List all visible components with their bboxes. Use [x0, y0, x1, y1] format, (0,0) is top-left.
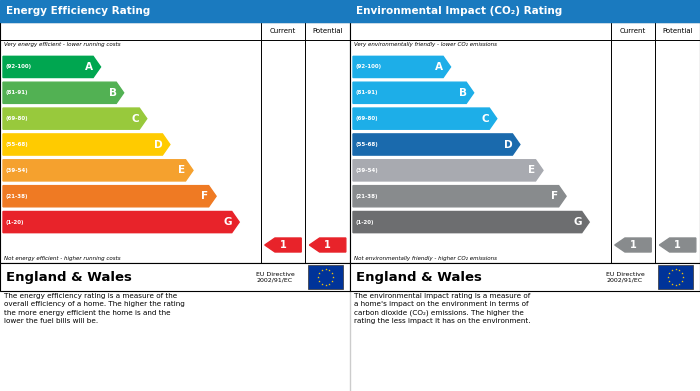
Polygon shape — [353, 82, 474, 103]
Text: C: C — [132, 114, 139, 124]
Bar — [350, 22, 700, 263]
Polygon shape — [353, 212, 589, 233]
Text: Current: Current — [620, 28, 646, 34]
Text: Environmental Impact (CO₂) Rating: Environmental Impact (CO₂) Rating — [356, 6, 562, 16]
Text: A: A — [435, 62, 443, 72]
Text: Not energy efficient - higher running costs: Not energy efficient - higher running co… — [4, 256, 120, 261]
Text: E: E — [178, 165, 186, 175]
Polygon shape — [353, 108, 497, 129]
Polygon shape — [3, 160, 193, 181]
Text: (92-100): (92-100) — [356, 65, 382, 70]
Bar — [350, 263, 700, 291]
Polygon shape — [353, 186, 566, 207]
Text: Not environmentally friendly - higher CO₂ emissions: Not environmentally friendly - higher CO… — [354, 256, 497, 261]
Text: EU Directive
2002/91/EC: EU Directive 2002/91/EC — [606, 272, 644, 282]
Text: G: G — [224, 217, 232, 227]
Text: F: F — [202, 191, 209, 201]
Polygon shape — [353, 56, 451, 77]
Polygon shape — [3, 186, 216, 207]
Polygon shape — [353, 134, 520, 155]
Text: (21-38): (21-38) — [6, 194, 29, 199]
Bar — [0, 263, 350, 291]
Text: Potential: Potential — [312, 28, 343, 34]
Polygon shape — [265, 238, 301, 252]
Text: E: E — [528, 165, 536, 175]
Text: G: G — [574, 217, 582, 227]
Text: Very environmentally friendly - lower CO₂ emissions: Very environmentally friendly - lower CO… — [354, 42, 497, 47]
Text: (81-91): (81-91) — [356, 90, 379, 95]
Bar — [658, 265, 693, 289]
Text: England & Wales: England & Wales — [356, 271, 482, 283]
Polygon shape — [3, 108, 147, 129]
Text: C: C — [482, 114, 489, 124]
Text: (39-54): (39-54) — [6, 168, 29, 173]
Text: (55-68): (55-68) — [6, 142, 29, 147]
Text: EU Directive
2002/91/EC: EU Directive 2002/91/EC — [256, 272, 294, 282]
Text: England & Wales: England & Wales — [6, 271, 132, 283]
Bar — [0, 0, 350, 22]
Polygon shape — [659, 238, 696, 252]
Polygon shape — [3, 82, 124, 103]
Polygon shape — [615, 238, 651, 252]
Bar — [350, 0, 700, 22]
Text: D: D — [155, 140, 163, 149]
Text: Potential: Potential — [662, 28, 693, 34]
Text: (1-20): (1-20) — [6, 220, 25, 224]
Text: (55-68): (55-68) — [356, 142, 379, 147]
Bar — [0, 22, 350, 263]
Text: (81-91): (81-91) — [6, 90, 29, 95]
Text: Current: Current — [270, 28, 296, 34]
Text: (21-38): (21-38) — [356, 194, 379, 199]
Text: 1: 1 — [629, 240, 636, 250]
Text: F: F — [552, 191, 559, 201]
Text: B: B — [458, 88, 466, 98]
Text: (69-80): (69-80) — [6, 116, 29, 121]
Text: (69-80): (69-80) — [356, 116, 379, 121]
Text: D: D — [505, 140, 513, 149]
Bar — [308, 265, 343, 289]
Text: 1: 1 — [279, 240, 286, 250]
Text: A: A — [85, 62, 93, 72]
Text: (1-20): (1-20) — [356, 220, 374, 224]
Text: 1: 1 — [324, 240, 331, 250]
Text: (92-100): (92-100) — [6, 65, 32, 70]
Polygon shape — [3, 212, 239, 233]
Polygon shape — [309, 238, 346, 252]
Polygon shape — [353, 160, 543, 181]
Text: Very energy efficient - lower running costs: Very energy efficient - lower running co… — [4, 42, 120, 47]
Polygon shape — [3, 56, 101, 77]
Text: The energy efficiency rating is a measure of the
overall efficiency of a home. T: The energy efficiency rating is a measur… — [4, 293, 185, 324]
Text: B: B — [108, 88, 116, 98]
Text: 1: 1 — [674, 240, 681, 250]
Text: Energy Efficiency Rating: Energy Efficiency Rating — [6, 6, 150, 16]
Text: The environmental impact rating is a measure of
a home's impact on the environme: The environmental impact rating is a mea… — [354, 293, 531, 324]
Polygon shape — [3, 134, 170, 155]
Text: (39-54): (39-54) — [356, 168, 379, 173]
